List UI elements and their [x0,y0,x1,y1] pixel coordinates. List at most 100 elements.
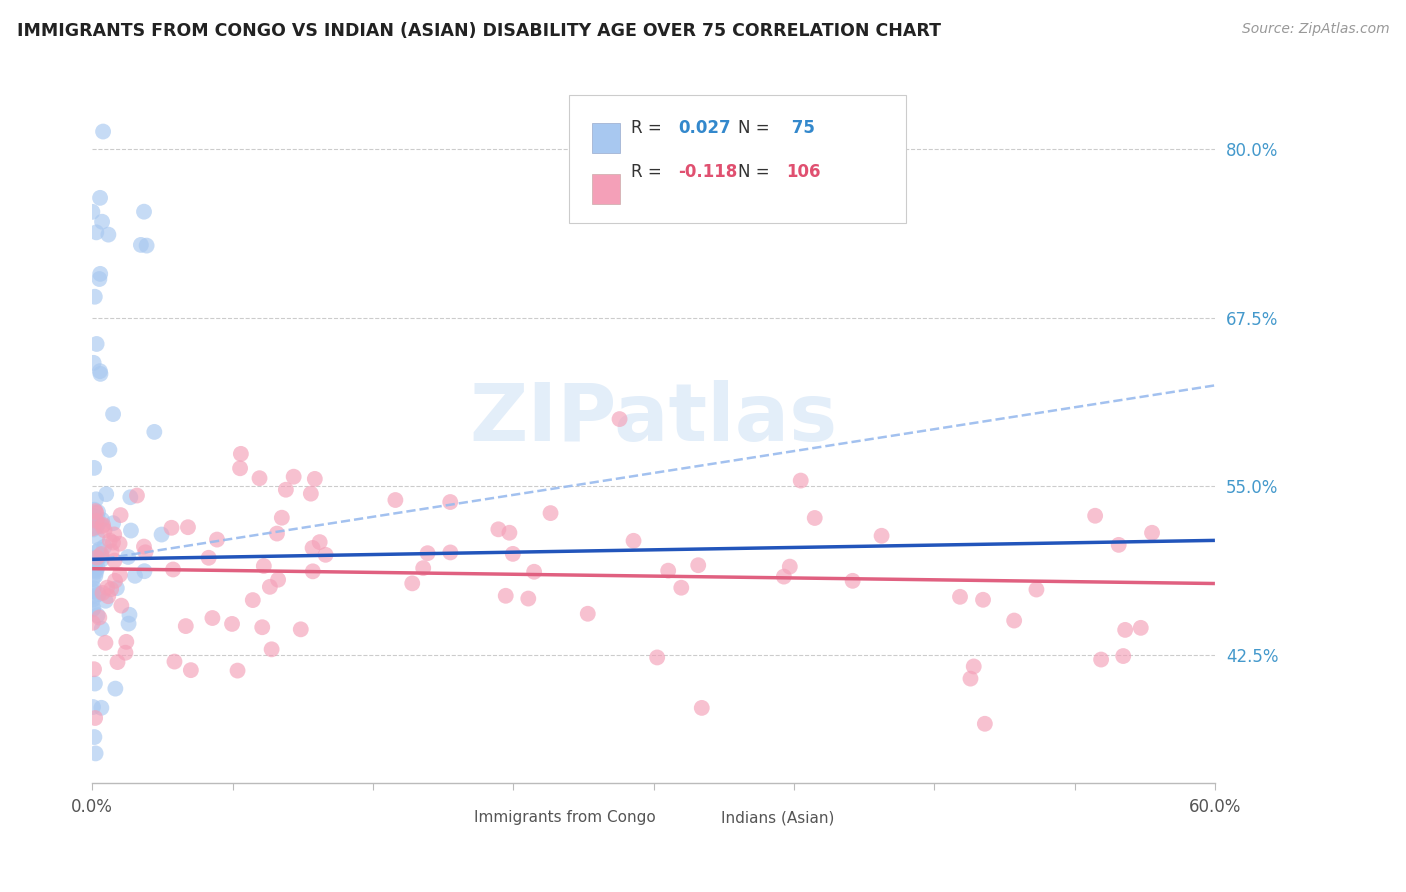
Point [841,574,863,588]
Point [124,569,146,583]
Point [86,608,108,623]
Point [384,493,406,508]
Point [120,524,142,538]
Point [87,511,110,525]
Point [83,508,105,523]
Point [773,569,796,583]
Point [1090,652,1112,666]
Point [110,508,132,522]
Point [180,663,202,677]
Point [523,565,546,579]
Point [290,623,312,637]
Point [105,581,128,595]
Point [82,700,104,714]
Text: R =: R = [631,119,666,137]
Point [135,238,157,252]
Point [260,642,283,657]
Point [201,611,224,625]
Point [125,489,148,503]
Point [1114,623,1136,637]
Point [959,672,981,686]
Point [301,541,323,555]
Point [96,581,118,595]
Point [502,547,524,561]
Point [416,546,439,560]
Point [84,747,107,761]
Point [82,601,104,615]
Point [89,272,111,286]
Point [274,483,297,497]
Point [315,548,337,562]
Point [439,545,461,559]
Point [82,521,104,535]
Point [82,523,104,537]
Point [97,589,120,603]
Point [100,544,122,558]
Point [117,549,139,564]
Point [221,616,243,631]
Point [83,290,105,304]
Point [205,533,228,547]
Text: R =: R = [631,162,666,180]
Point [163,655,186,669]
Point [229,447,252,461]
Point [103,527,125,541]
Point [86,337,108,351]
Point [412,561,434,575]
Text: 75: 75 [786,119,815,137]
Point [91,124,114,138]
Point [89,191,111,205]
Point [870,529,893,543]
Point [150,527,173,541]
Point [1140,525,1163,540]
Point [82,590,104,604]
Point [308,535,330,549]
Point [91,513,114,527]
Point [1025,582,1047,597]
Point [86,560,108,574]
Point [83,558,105,572]
Point [86,520,108,534]
Point [83,502,105,516]
Point [84,558,107,573]
Point [143,425,166,439]
Point [498,525,520,540]
Point [107,655,129,669]
Point [118,607,141,622]
Text: -0.118: -0.118 [678,162,738,180]
Point [90,549,112,563]
Point [87,587,110,601]
Point [86,514,108,528]
Point [89,367,111,381]
Point [90,622,112,636]
Point [89,267,111,281]
Point [671,581,693,595]
Point [779,559,801,574]
Text: 106: 106 [786,162,821,180]
Point [226,664,249,678]
Point [253,559,276,574]
Point [87,505,110,519]
Bar [440,805,465,830]
Point [82,572,104,586]
Point [134,545,156,559]
Point [645,650,668,665]
Point [82,559,104,574]
Point [104,574,127,588]
Point [84,711,107,725]
Point [101,516,124,531]
Point [83,730,105,744]
Point [84,504,107,518]
Point [963,659,986,673]
Point [690,701,713,715]
Point [82,551,104,566]
Point [249,471,271,485]
Point [91,517,114,532]
Point [84,563,107,577]
Point [82,584,104,599]
Bar [592,123,620,153]
Point [299,486,322,500]
Point [790,474,813,488]
Point [82,602,104,616]
Point [90,552,112,566]
